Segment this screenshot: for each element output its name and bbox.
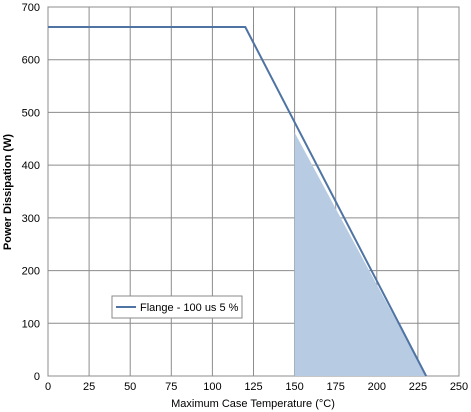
x-tick-label-4: 100 — [203, 381, 221, 393]
shaded-triangle — [294, 132, 427, 376]
x-axis-title: Maximum Case Temperature (°C) — [171, 398, 335, 410]
x-tick-label-8: 200 — [368, 381, 386, 393]
y-axis-title: Power Dissipation (W) — [2, 134, 14, 250]
series-line-0 — [48, 26, 428, 377]
x-tick-label-2: 50 — [124, 381, 136, 393]
legend-label-flange: Flange - 100 us 5 % — [140, 302, 239, 314]
x-tick-label-5: 125 — [244, 381, 262, 393]
y-tick-label-4: 400 — [22, 160, 40, 172]
x-tick-labels: 0 25 50 75 100 125 150 175 200 225 250 — [45, 381, 468, 393]
y-tick-label-5: 500 — [22, 107, 40, 119]
x-tick-label-6: 150 — [285, 381, 303, 393]
y-tick-label-0: 0 — [34, 371, 40, 383]
shaded-region-layer — [294, 132, 427, 376]
x-tick-label-0: 0 — [45, 381, 51, 393]
y-tick-label-3: 300 — [22, 213, 40, 225]
series-layer — [48, 26, 428, 377]
legend-box — [111, 295, 243, 319]
legend: Flange - 100 us 5 % — [111, 295, 243, 319]
y-tick-label-7: 700 — [22, 2, 40, 14]
x-tick-label-10: 250 — [450, 381, 468, 393]
x-tick-label-7: 175 — [327, 381, 345, 393]
y-tick-labels: 0 100 200 300 400 500 600 700 — [22, 2, 40, 383]
x-tick-label-9: 225 — [409, 381, 427, 393]
y-tick-label-2: 200 — [22, 266, 40, 278]
x-tick-label-3: 75 — [165, 381, 177, 393]
x-tick-label-1: 25 — [83, 381, 95, 393]
y-tick-label-1: 100 — [22, 318, 40, 330]
y-tick-label-6: 600 — [22, 55, 40, 67]
